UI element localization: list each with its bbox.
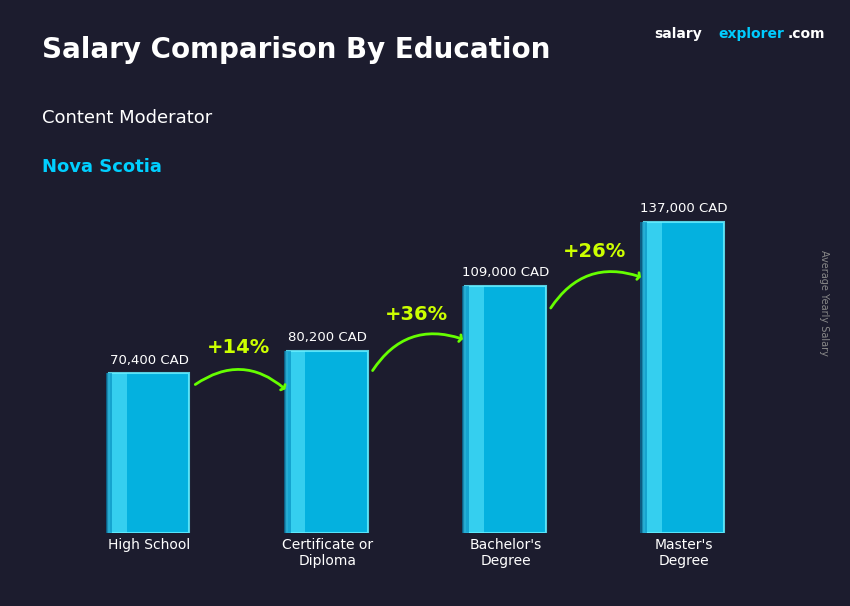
Text: 109,000 CAD: 109,000 CAD xyxy=(462,266,549,279)
Bar xyxy=(107,373,127,533)
Text: +14%: +14% xyxy=(207,338,270,358)
Text: .com: .com xyxy=(788,27,825,41)
Bar xyxy=(643,222,723,533)
Text: Salary Comparison By Education: Salary Comparison By Education xyxy=(42,36,551,64)
Bar xyxy=(463,285,484,533)
Text: 80,200 CAD: 80,200 CAD xyxy=(288,331,367,344)
Bar xyxy=(110,373,190,533)
Text: salary: salary xyxy=(654,27,702,41)
Bar xyxy=(284,351,291,533)
Bar xyxy=(462,285,468,533)
Text: Average Yearly Salary: Average Yearly Salary xyxy=(819,250,829,356)
Text: 70,400 CAD: 70,400 CAD xyxy=(110,354,189,367)
Bar xyxy=(287,351,367,533)
Text: Nova Scotia: Nova Scotia xyxy=(42,158,162,176)
Bar xyxy=(642,222,661,533)
Bar xyxy=(106,373,112,533)
Bar xyxy=(466,285,546,533)
Bar xyxy=(286,351,305,533)
Text: +26%: +26% xyxy=(563,242,626,261)
Bar xyxy=(640,222,647,533)
Text: Content Moderator: Content Moderator xyxy=(42,109,212,127)
Text: +36%: +36% xyxy=(385,305,448,324)
Text: 137,000 CAD: 137,000 CAD xyxy=(640,202,728,215)
Text: explorer: explorer xyxy=(718,27,784,41)
